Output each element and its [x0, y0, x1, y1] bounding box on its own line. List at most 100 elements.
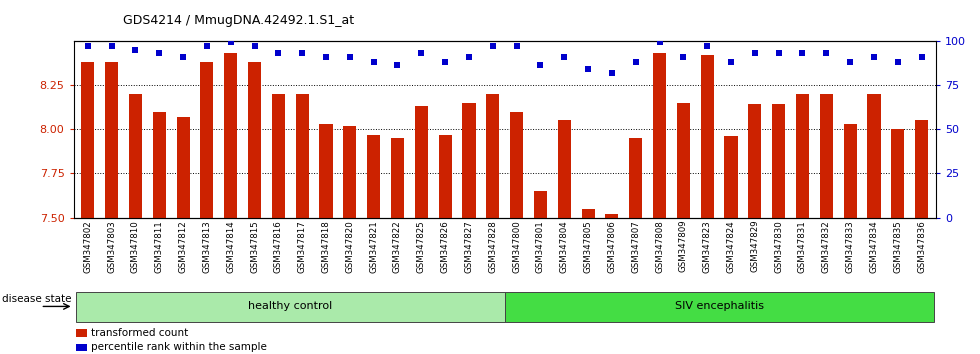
Text: GSM347833: GSM347833 [846, 220, 855, 273]
Point [557, 54, 572, 59]
Text: GSM347803: GSM347803 [107, 220, 116, 273]
Text: GSM347830: GSM347830 [774, 220, 783, 273]
Point [795, 50, 810, 56]
Bar [176, 117, 190, 218]
Point [913, 54, 929, 59]
Text: GSM347834: GSM347834 [869, 220, 878, 273]
Bar [200, 62, 214, 218]
Point [532, 63, 548, 68]
Bar [819, 94, 833, 218]
Bar [844, 124, 857, 218]
Text: GSM347810: GSM347810 [131, 220, 140, 273]
Text: GSM347825: GSM347825 [416, 220, 426, 273]
Point [199, 43, 215, 49]
Text: GSM347813: GSM347813 [203, 220, 212, 273]
Text: disease state: disease state [2, 294, 72, 304]
Bar [76, 329, 86, 337]
Point [462, 54, 477, 59]
Bar [915, 120, 928, 218]
Bar [677, 103, 690, 218]
Bar [653, 53, 666, 218]
Bar [368, 135, 380, 218]
Text: GSM347802: GSM347802 [83, 220, 92, 273]
Point [723, 59, 739, 65]
Text: GSM347822: GSM347822 [393, 220, 402, 273]
Point [818, 50, 834, 56]
Text: GSM347835: GSM347835 [894, 220, 903, 273]
Text: GSM347809: GSM347809 [679, 220, 688, 273]
Bar [534, 191, 547, 218]
Point [270, 50, 286, 56]
Point [390, 63, 406, 68]
Bar [153, 112, 166, 218]
Point [294, 50, 310, 56]
Point [127, 47, 143, 52]
Bar [891, 129, 905, 218]
Point [414, 50, 429, 56]
Point [842, 59, 858, 65]
Text: percentile rank within the sample: percentile rank within the sample [90, 342, 267, 352]
Point [247, 43, 263, 49]
Bar [415, 106, 428, 218]
Bar [271, 94, 285, 218]
Text: GSM347800: GSM347800 [513, 220, 521, 273]
Point [866, 54, 882, 59]
Bar [701, 55, 713, 218]
Point [700, 43, 715, 49]
Text: GSM347816: GSM347816 [273, 220, 283, 273]
Bar [796, 94, 809, 218]
Text: healthy control: healthy control [248, 301, 332, 312]
Bar [772, 104, 785, 218]
Bar [224, 53, 237, 218]
Text: GSM347829: GSM347829 [751, 220, 760, 273]
Text: GSM347804: GSM347804 [560, 220, 568, 273]
Text: GSM347805: GSM347805 [583, 220, 593, 273]
Bar [129, 94, 142, 218]
Text: transformed count: transformed count [90, 328, 188, 338]
Point [366, 59, 381, 65]
Point [80, 43, 96, 49]
Bar [486, 94, 500, 218]
Bar [105, 62, 119, 218]
Text: GSM347801: GSM347801 [536, 220, 545, 273]
Text: GSM347812: GSM347812 [178, 220, 187, 273]
Text: GSM347836: GSM347836 [917, 220, 926, 273]
Point [747, 50, 762, 56]
Bar [558, 120, 570, 218]
Bar [724, 136, 738, 218]
Text: GSM347831: GSM347831 [798, 220, 807, 273]
Bar [749, 104, 761, 218]
Bar [248, 62, 261, 218]
Point [509, 43, 524, 49]
Text: GSM347820: GSM347820 [345, 220, 355, 273]
Point [771, 50, 787, 56]
Text: GSM347807: GSM347807 [631, 220, 640, 273]
Point [675, 54, 691, 59]
Bar [463, 103, 475, 218]
Point [628, 59, 644, 65]
Bar [606, 214, 618, 218]
Text: GSM347811: GSM347811 [155, 220, 164, 273]
Bar [81, 62, 94, 218]
Text: GDS4214 / MmugDNA.42492.1.S1_at: GDS4214 / MmugDNA.42492.1.S1_at [122, 13, 354, 27]
Bar [629, 138, 642, 218]
FancyBboxPatch shape [75, 292, 505, 322]
Point [152, 50, 168, 56]
Point [318, 54, 334, 59]
Text: GSM347815: GSM347815 [250, 220, 259, 273]
Text: GSM347806: GSM347806 [608, 220, 616, 273]
Bar [76, 344, 86, 351]
Text: SIV encephalitis: SIV encephalitis [674, 301, 763, 312]
Point [104, 43, 120, 49]
Text: GSM347828: GSM347828 [488, 220, 497, 273]
Text: GSM347832: GSM347832 [822, 220, 831, 273]
Bar [319, 124, 332, 218]
Text: GSM347823: GSM347823 [703, 220, 711, 273]
Text: GSM347808: GSM347808 [655, 220, 664, 273]
Text: GSM347826: GSM347826 [441, 220, 450, 273]
Text: GSM347818: GSM347818 [321, 220, 330, 273]
Point [652, 40, 667, 45]
Text: GSM347817: GSM347817 [298, 220, 307, 273]
Bar [391, 138, 404, 218]
Point [222, 40, 238, 45]
